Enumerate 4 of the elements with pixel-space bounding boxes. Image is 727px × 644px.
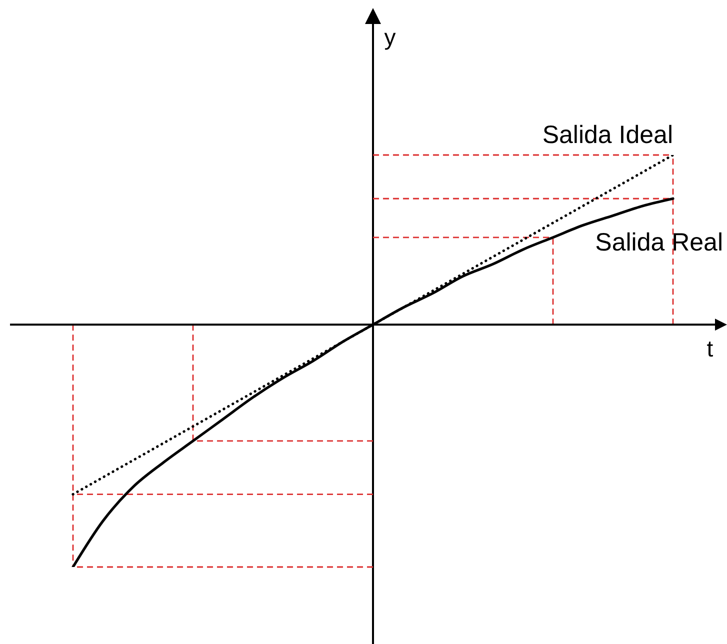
x-axis-title: t — [706, 336, 714, 362]
y-axis-title: y — [384, 24, 396, 50]
series-label: Salida Real — [595, 228, 723, 257]
series-label: Salida Ideal — [542, 121, 673, 149]
